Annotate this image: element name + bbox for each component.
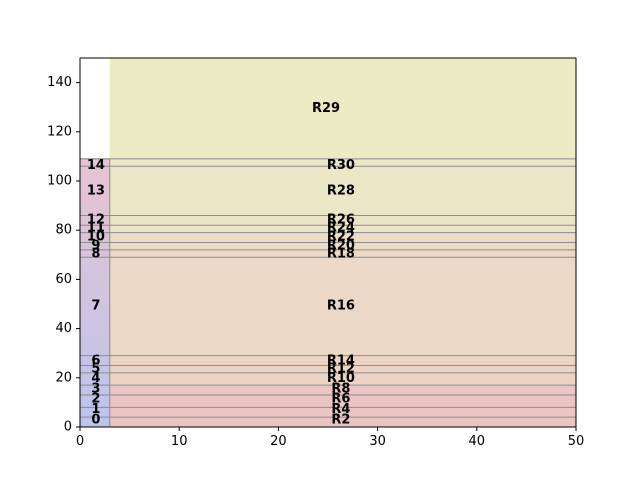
y-tick-label: 80 (55, 223, 72, 238)
right-region-label: R6 (331, 392, 350, 407)
region-band (109, 257, 576, 356)
x-tick-label: 40 (469, 434, 486, 449)
y-tick-label: 40 (55, 321, 72, 336)
left-region-label: 10 (87, 230, 105, 245)
region-band (109, 242, 576, 250)
right-region-label: R14 (327, 354, 355, 369)
region-band (109, 225, 576, 233)
right-region-label: R28 (327, 184, 355, 199)
left-region-label: 0 (91, 413, 100, 428)
plot-frame (79, 57, 577, 428)
right-region-label: R8 (331, 381, 350, 396)
region-band (109, 232, 576, 243)
plot-area (79, 58, 576, 428)
right-region-label: R10 (327, 371, 355, 386)
region-band (109, 249, 576, 258)
x-tick-label: 30 (369, 434, 386, 449)
right-region-label: R26 (327, 212, 355, 227)
region-band (109, 158, 576, 167)
y-tick-label: 100 (47, 174, 72, 189)
left-region-label: 1 (91, 402, 100, 417)
right-region-label: R24 (327, 220, 355, 235)
right-region-label: R12 (327, 362, 355, 377)
y-tick-label: 120 (47, 124, 72, 139)
region-band (109, 166, 576, 216)
region-band (109, 365, 576, 373)
left-region-label: 6 (91, 354, 100, 369)
right-region-label: R16 (327, 298, 355, 313)
left-region-label: 2 (91, 392, 100, 407)
right-region-label: R2 (331, 413, 350, 428)
left-region-label: 4 (91, 371, 100, 386)
right-region-label: R18 (327, 247, 355, 262)
left-region-label: 12 (87, 212, 105, 227)
y-tick-label: 60 (55, 272, 72, 287)
left-region-label: 9 (91, 239, 100, 254)
left-region-label: 3 (91, 381, 100, 396)
region-band (109, 385, 576, 396)
right-region-label: R4 (331, 402, 350, 417)
region-band (109, 395, 576, 408)
region-band (109, 215, 576, 226)
region-band (109, 372, 576, 386)
y-axis: 0 20 40 60 80 100 120 140 (47, 75, 80, 435)
y-tick-label: 0 (64, 420, 72, 435)
region-band (109, 58, 576, 159)
right-region-label: R22 (327, 230, 355, 245)
region-band (109, 355, 576, 366)
left-region-label: 5 (91, 362, 100, 377)
x-tick-label: 0 (76, 434, 84, 449)
x-tick-label: 20 (270, 434, 287, 449)
left-region-label: 8 (91, 247, 100, 262)
right-region-label: R29 (312, 101, 340, 116)
y-tick-label: 20 (55, 370, 72, 385)
x-tick-label: 50 (568, 434, 585, 449)
right-region-label: R20 (327, 239, 355, 254)
right-region-label: R30 (327, 158, 355, 173)
y-tick-label: 140 (47, 75, 72, 90)
left-region-label: 13 (87, 184, 105, 199)
region-band (109, 407, 576, 418)
left-region-label: 11 (87, 220, 105, 235)
x-axis: 0 10 20 30 40 50 (76, 427, 584, 449)
x-tick-label: 10 (171, 434, 188, 449)
region-labels: 01234567891011121314R2R4R6R8R10R12R14R16… (87, 101, 355, 427)
region-band (109, 417, 576, 427)
left-region-label: 14 (87, 158, 105, 173)
left-region-label: 7 (91, 298, 100, 313)
